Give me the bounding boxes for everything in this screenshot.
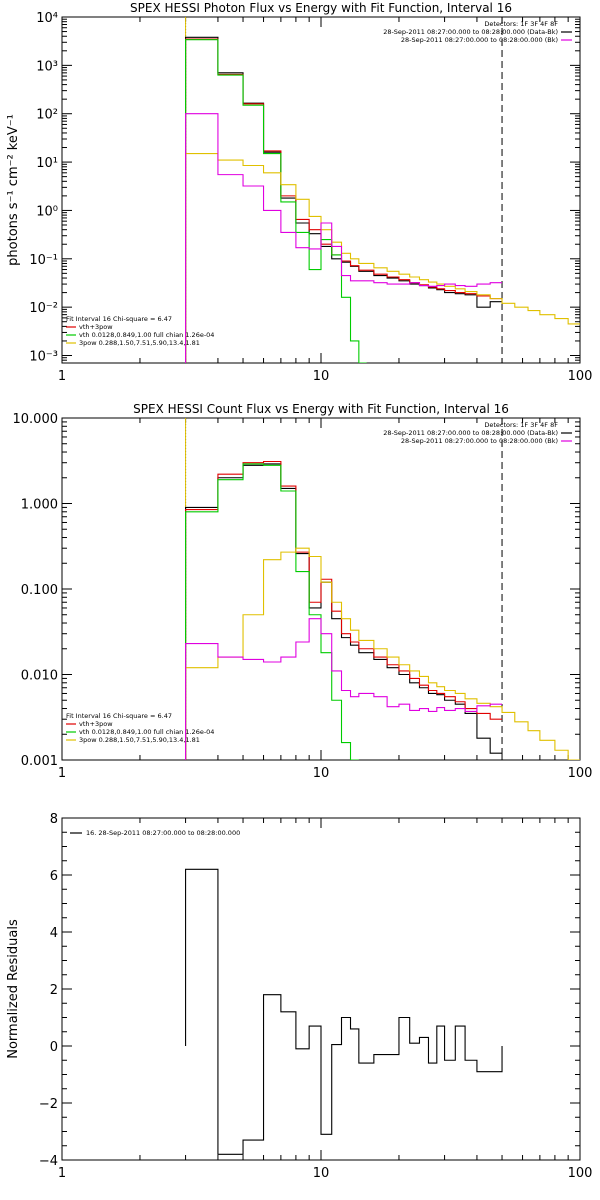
x-tick-label: 100 — [568, 766, 593, 781]
series-line-0 — [185, 868, 503, 1155]
y-axis-label: Normalized Residuals — [6, 919, 21, 1059]
y-tick-label: 0 — [50, 1040, 58, 1055]
x-tick-label: 100 — [568, 1166, 593, 1181]
y-tick-label: 10⁰ — [36, 204, 58, 219]
fit-legend-entry: Fit Interval 16 Chi-square = 6.47 — [66, 315, 172, 323]
photon-flux-panel: SPEX HESSI Photon Flux vs Energy with Fi… — [6, 1, 592, 384]
legend-entry: 28-Sep-2011 08:27:00.000 to 08:28:00.000… — [401, 36, 558, 44]
series-line-3 — [185, 547, 580, 760]
y-tick-label: 10³ — [36, 59, 58, 74]
legend-entry: 28-Sep-2011 08:27:00.000 to 08:28:00.000… — [383, 429, 558, 437]
fit-legend-entry: vth+3pow — [79, 720, 113, 728]
x-tick-label: 10 — [313, 1166, 330, 1181]
y-tick-label: 10⁻¹ — [29, 253, 58, 268]
y-tick-label: 10⁴ — [36, 11, 58, 26]
series-group — [185, 868, 503, 1155]
y-axis-label: photons s⁻¹ cm⁻² keV⁻¹ — [6, 114, 21, 266]
series-line-0 — [185, 36, 503, 363]
count-flux-panel: SPEX HESSI Count Flux vs Energy with Fit… — [13, 402, 593, 781]
x-tick-label: 1 — [58, 766, 66, 781]
y-tick-label: 10⁻² — [29, 301, 58, 316]
fit-legend-entry: 3pow 0.288,1.50,7.51,5.90,13.4,1.81 — [79, 339, 200, 347]
series-line-0 — [185, 463, 503, 760]
series-group — [185, 460, 580, 760]
x-tick-label: 10 — [313, 766, 330, 781]
series-line-3 — [185, 153, 580, 363]
x-tick-label: 1 — [58, 1166, 66, 1181]
y-tick-label: 4 — [50, 926, 58, 941]
y-tick-label: 10⁻³ — [29, 350, 58, 365]
y-tick-label: 10.000 — [13, 412, 59, 427]
fit-legend-entry: vth 0.0128,0.849,1.00 full chian 1.26e-0… — [79, 331, 214, 339]
fit-legend-entry: Fit Interval 16 Chi-square = 6.47 — [66, 712, 172, 720]
x-tick-label: 1 — [58, 369, 66, 384]
series-line-1 — [185, 460, 503, 760]
plot-frame — [61, 16, 581, 364]
y-tick-label: 2 — [50, 983, 58, 998]
x-tick-label: 100 — [568, 369, 593, 384]
y-tick-label: 8 — [50, 812, 58, 827]
fit-legend-entry: vth+3pow — [79, 323, 113, 331]
legend-entry: Detectors: 1F 3F 4F 8F — [484, 20, 558, 28]
legend-entry: 28-Sep-2011 08:27:00.000 to 08:28:00.000… — [401, 437, 558, 445]
series-line-2 — [185, 463, 359, 760]
series-line-4 — [185, 618, 503, 760]
series-group — [185, 36, 580, 363]
chart-title: SPEX HESSI Photon Flux vs Energy with Fi… — [130, 1, 512, 15]
y-tick-label: 0.100 — [21, 583, 58, 598]
residuals-panel: Normalized Residuals 1 10 100 −4 −2 0 2 4 6 8 16. 2… — [6, 812, 592, 1181]
legend-entry: 28-Sep-2011 08:27:00.000 to 08:28:00.000… — [383, 28, 558, 36]
x-tick-label: 10 — [313, 369, 330, 384]
y-tick-label: 6 — [50, 869, 58, 884]
series-line-1 — [185, 38, 503, 363]
series-line-2 — [185, 39, 367, 363]
legend-entry: 16. 28-Sep-2011 08:27:00.000 to 08:28:00… — [86, 829, 240, 837]
legend-entry: Detectors: 1F 3F 4F 8F — [484, 421, 558, 429]
fit-legend-entry: vth 0.0128,0.849,1.00 full chian 1.26e-0… — [79, 728, 214, 736]
chart-title: SPEX HESSI Count Flux vs Energy with Fit… — [133, 402, 509, 416]
y-tick-label: −2 — [39, 1097, 58, 1112]
series-line-4 — [185, 113, 503, 363]
y-tick-label: −4 — [39, 1154, 58, 1169]
y-tick-label: 0.010 — [21, 669, 58, 684]
y-tick-label: 10² — [36, 108, 58, 123]
y-tick-label: 0.001 — [21, 754, 58, 769]
fit-legend-entry: 3pow 0.288,1.50,7.51,5.90,13.4,1.81 — [79, 736, 200, 744]
y-tick-label: 10¹ — [36, 156, 58, 171]
y-tick-label: 1.000 — [21, 498, 58, 513]
